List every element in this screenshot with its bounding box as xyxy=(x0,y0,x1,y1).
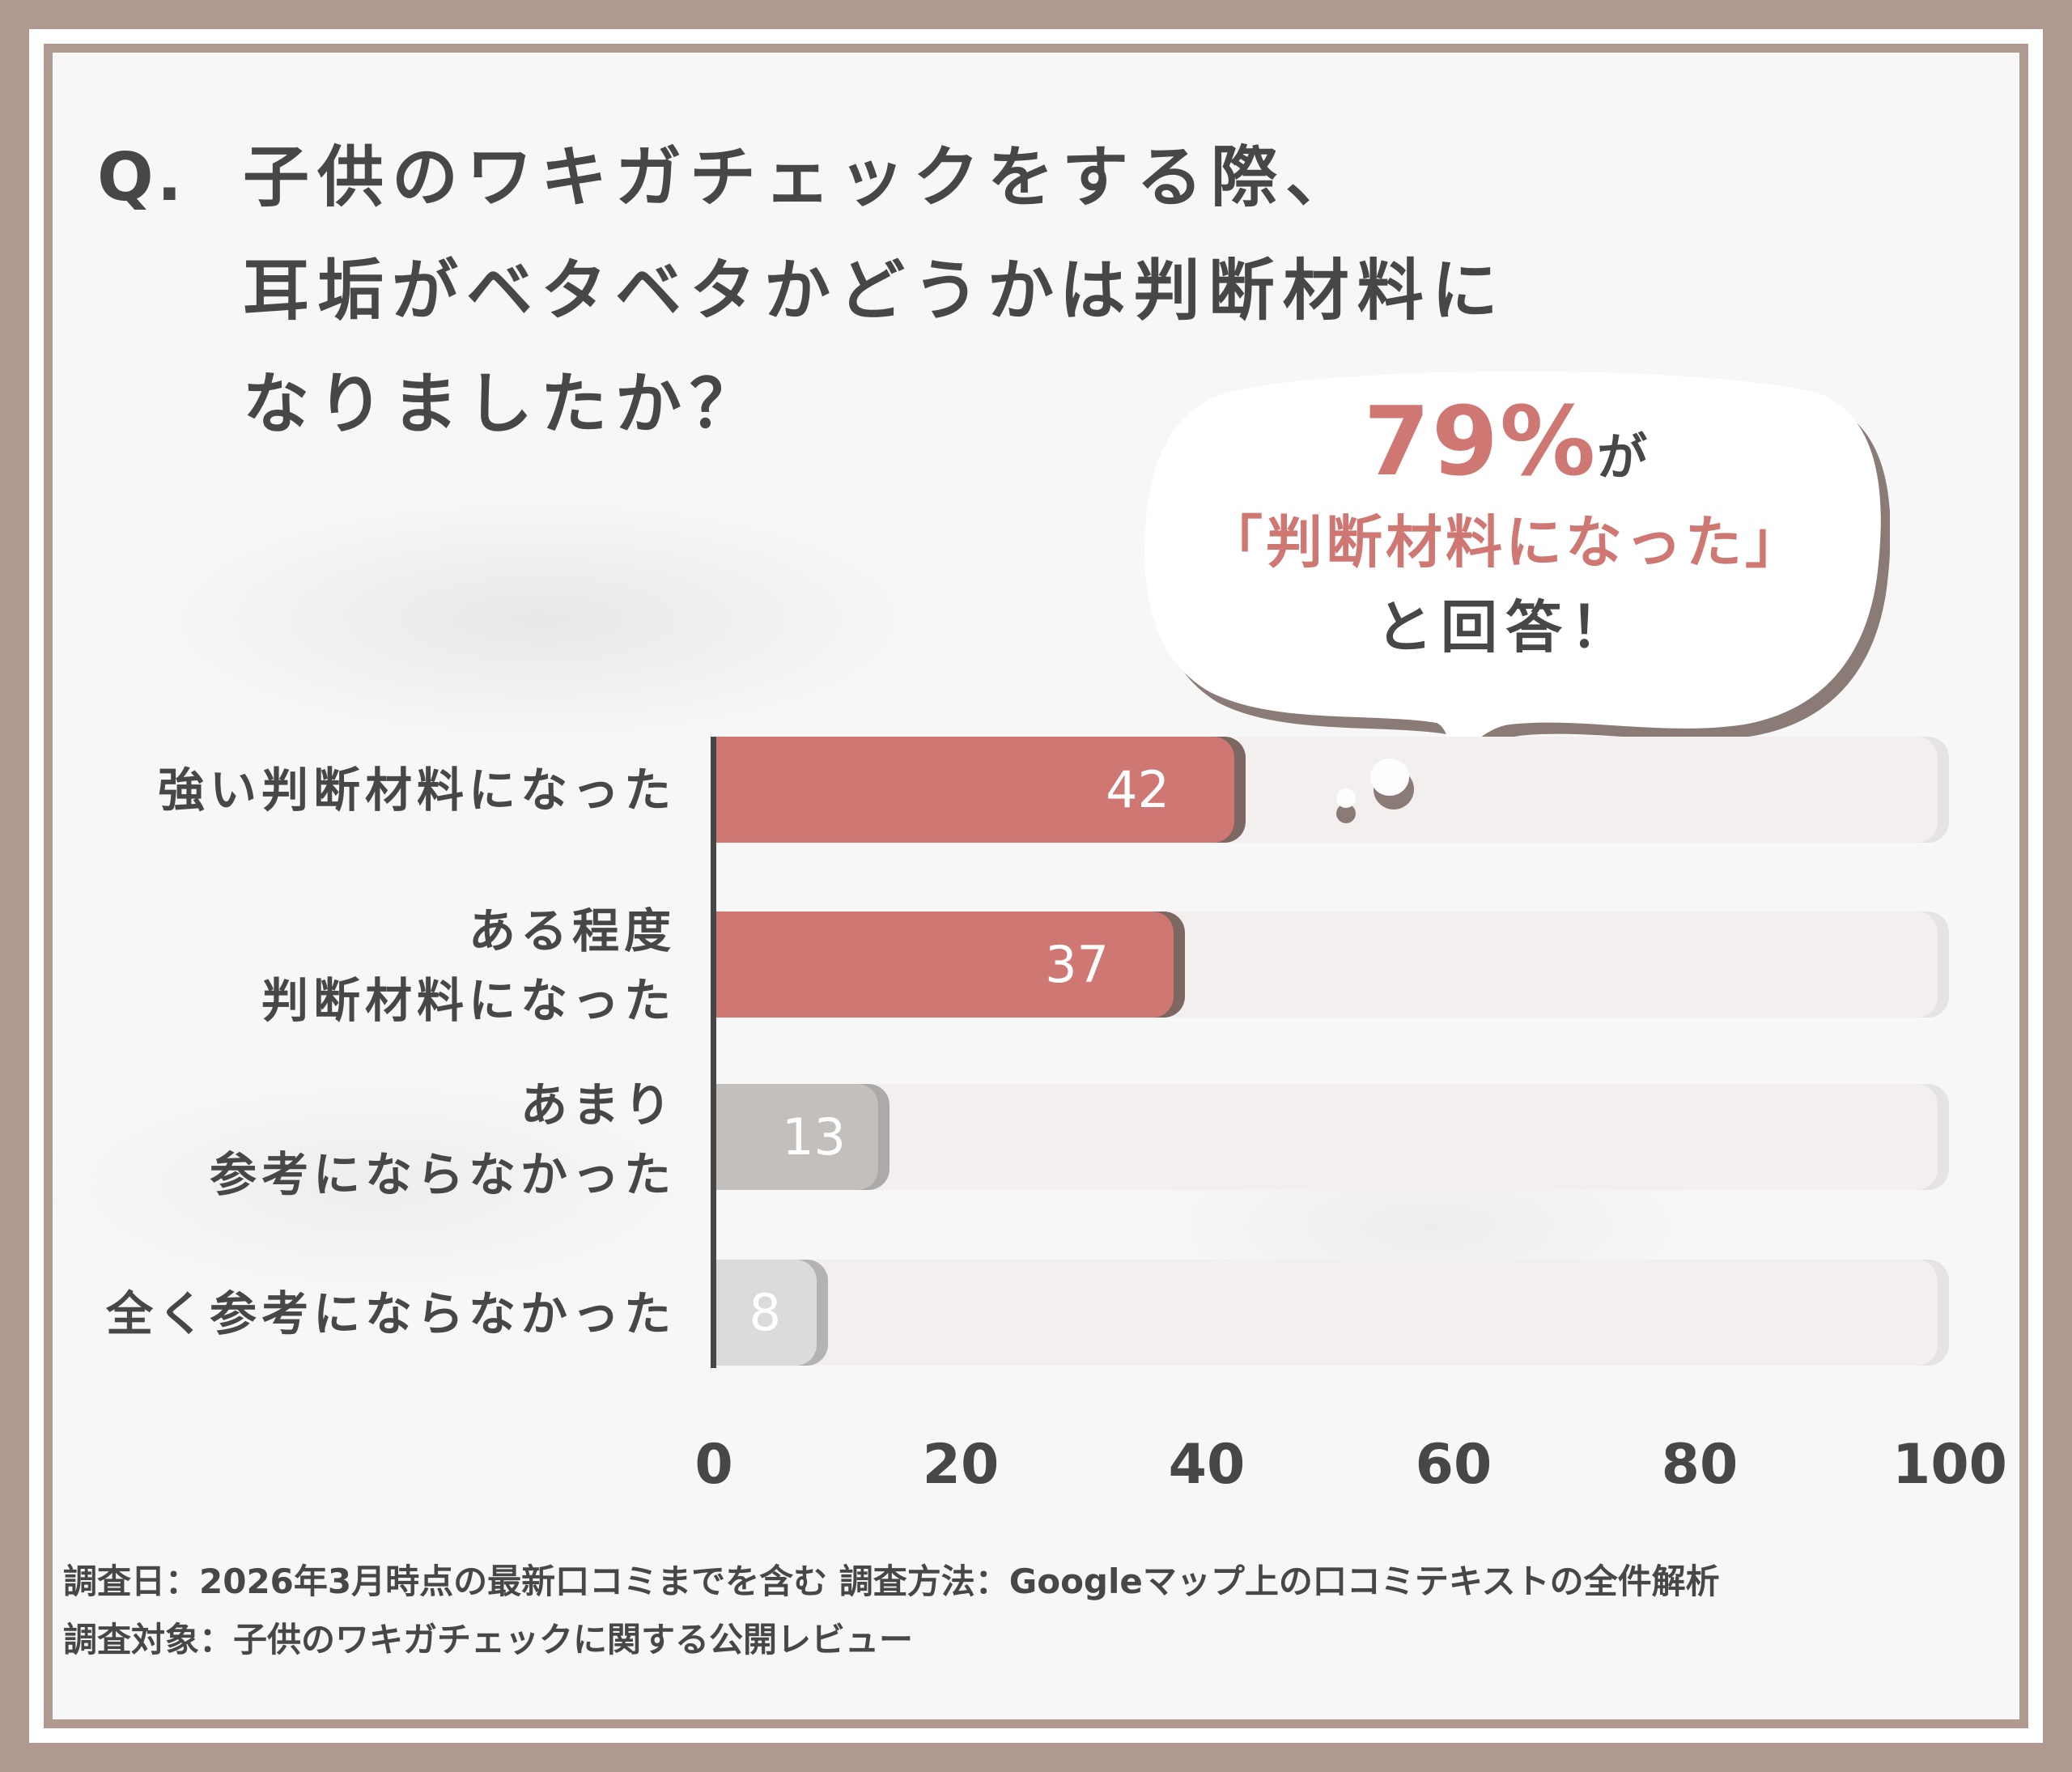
survey-note-line-1: 調査日：2026年3月時点の最新口コミまでを含む 調査方法：Googleマップ上… xyxy=(63,1562,1720,1601)
thought-dot-large xyxy=(1370,759,1409,796)
x-tick-60: 60 xyxy=(1415,1433,1492,1497)
row-label-line: 参考にならなかった xyxy=(209,1147,676,1202)
question-title: Q. 子供のワキガチェックをする際、 耳垢がベタベタかどうかは判断材料に なりまし… xyxy=(97,121,1506,461)
survey-note-line-2: 調査対象：子供のワキガチェックに関する公開レビュー xyxy=(63,1620,914,1659)
row-label-line: 判断材料になった xyxy=(261,973,676,1028)
question-prefix: Q. xyxy=(97,139,185,216)
speech-bubble-shape xyxy=(1144,371,1890,770)
y-axis-line xyxy=(711,737,716,1368)
survey-notes: 調査日：2026年3月時点の最新口コミまでを含む 調査方法：Googleマップ上… xyxy=(63,1553,1720,1669)
row-label-somewhat: ある程度 判断材料になった xyxy=(261,896,676,1035)
x-tick-80: 80 xyxy=(1661,1433,1739,1497)
bar-value: 37 xyxy=(1045,935,1109,994)
title-line-3: なりましたか？ xyxy=(243,366,765,443)
bar-strong: 42 xyxy=(716,737,1234,843)
chart-canvas xyxy=(53,53,2019,1719)
row-label-line: あまり xyxy=(520,1077,676,1132)
callout-quote: 「判断材料になった」 xyxy=(1206,509,1805,576)
callout-particle: が xyxy=(1597,427,1648,487)
bar-not-at-all: 8 xyxy=(716,1260,817,1366)
bar-track-3 xyxy=(714,1084,1938,1190)
bar-somewhat: 37 xyxy=(716,911,1174,1018)
bar-not-much: 13 xyxy=(716,1084,878,1190)
bar-value: 13 xyxy=(782,1107,846,1166)
title-line-1: 子供のワキガチェックをする際、 xyxy=(243,139,1361,216)
x-tick-100: 100 xyxy=(1892,1433,2007,1497)
x-tick-0: 0 xyxy=(694,1433,733,1497)
row-label-strong: 強い判断材料になった xyxy=(158,755,676,825)
title-line-2: 耳垢がベタベタかどうかは判断材料に xyxy=(243,253,1506,329)
row-label-not-at-all: 全く参考にならなかった xyxy=(106,1279,676,1349)
bar-track-4 xyxy=(714,1260,1938,1366)
bar-value: 42 xyxy=(1106,760,1170,819)
x-tick-20: 20 xyxy=(922,1433,1000,1497)
x-tick-40: 40 xyxy=(1168,1433,1246,1497)
speech-bubble xyxy=(1129,368,1890,773)
bar-value: 8 xyxy=(749,1283,781,1342)
row-label-line: ある程度 xyxy=(468,903,676,958)
row-label-not-much: あまり 参考にならなかった xyxy=(210,1070,676,1209)
callout-percent: 79% xyxy=(1363,385,1598,497)
thought-dot-small xyxy=(1336,788,1356,808)
callout-closing: と回答！ xyxy=(1376,594,1635,661)
row-label-line: 全く参考にならなかった xyxy=(105,1286,676,1341)
row-label-line: 強い判断材料になった xyxy=(157,763,676,818)
callout-text: 79%が 「判断材料になった」 と回答！ xyxy=(1136,380,1875,672)
